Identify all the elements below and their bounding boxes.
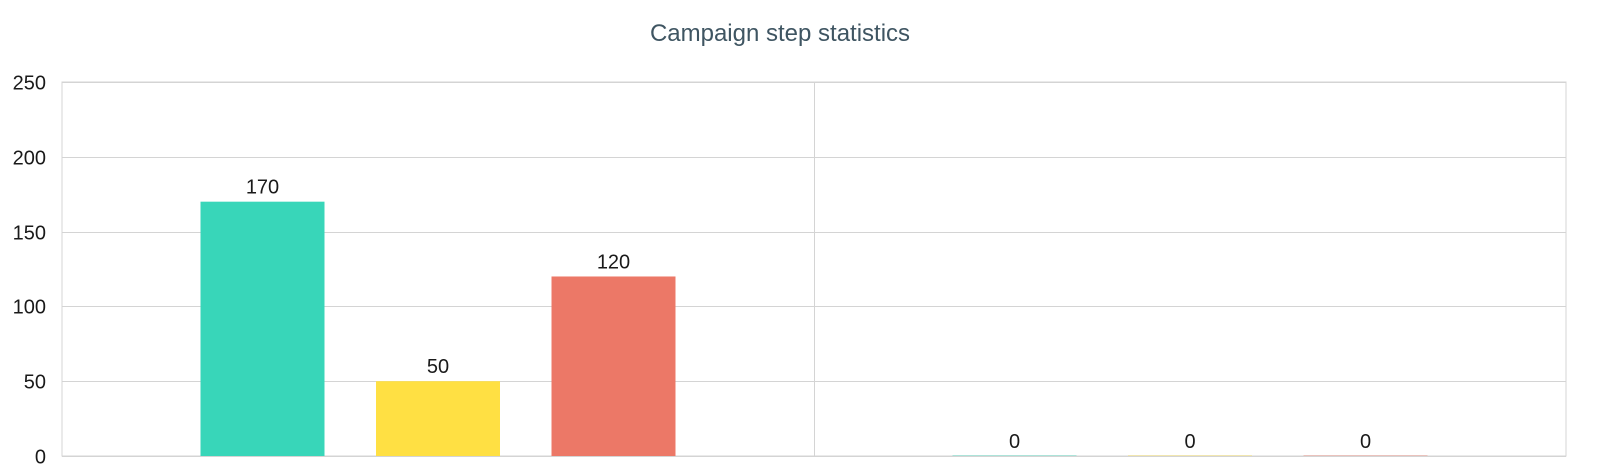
bar <box>1128 455 1252 456</box>
bar-value-label: 0 <box>1184 431 1195 453</box>
bar <box>1303 455 1428 456</box>
value-labels: 170 50 120 0 0 0 <box>246 177 1371 453</box>
bar <box>952 455 1077 456</box>
y-tick-label: 250 <box>13 73 46 95</box>
bar <box>200 201 325 456</box>
bar-value-label: 120 <box>597 251 630 273</box>
bars <box>200 201 1428 456</box>
y-tick-label: 100 <box>13 297 46 319</box>
y-tick-label: 150 <box>13 223 46 245</box>
bar-value-label: 170 <box>246 177 279 199</box>
y-axis: 0 50 100 150 200 250 <box>13 73 46 469</box>
y-tick-label: 0 <box>35 447 46 469</box>
bar-value-label: 0 <box>1360 431 1371 453</box>
bar <box>376 381 500 456</box>
y-tick-label: 200 <box>13 148 46 170</box>
bar <box>551 276 676 456</box>
chart-title: Campaign step statistics <box>649 20 911 47</box>
bar-value-label: 50 <box>427 356 449 378</box>
y-tick-label: 50 <box>24 372 46 394</box>
bar-value-label: 0 <box>1009 431 1020 453</box>
